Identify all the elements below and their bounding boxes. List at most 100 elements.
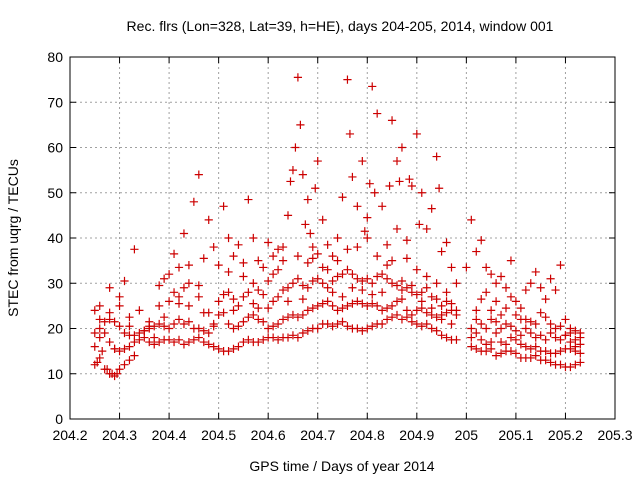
data-point [164, 270, 174, 279]
data-point [496, 349, 506, 358]
data-point [378, 270, 387, 279]
data-point [164, 335, 174, 344]
data-point [506, 322, 516, 331]
data-point [269, 333, 278, 342]
data-point [370, 188, 379, 197]
data-point [189, 197, 198, 206]
data-point [407, 181, 416, 191]
data-point [239, 292, 248, 301]
data-point [229, 344, 238, 353]
data-point [120, 360, 129, 369]
data-point [348, 270, 357, 279]
data-point [556, 261, 565, 270]
data-point [338, 292, 347, 301]
x-tick-label: 205.1 [498, 427, 533, 443]
data-point [120, 276, 129, 286]
data-point [571, 326, 580, 335]
data-point [472, 328, 481, 338]
data-point [378, 202, 387, 211]
data-point [323, 240, 332, 249]
data-point [546, 358, 555, 367]
data-point [516, 304, 525, 313]
data-point [422, 319, 431, 329]
data-point [551, 333, 560, 342]
data-point [313, 156, 322, 166]
data-point [229, 294, 238, 304]
data-point [427, 310, 436, 320]
data-point [353, 242, 362, 252]
data-point [387, 256, 397, 265]
data-point [467, 342, 476, 351]
data-point [234, 240, 243, 249]
data-point [179, 229, 189, 238]
data-point [179, 340, 189, 349]
data-point [343, 245, 352, 254]
data-point [496, 310, 506, 320]
data-point [437, 310, 446, 320]
data-point [105, 283, 114, 292]
x-tick-label: 204.7 [300, 427, 335, 443]
data-point [239, 258, 248, 267]
data-point [373, 272, 382, 281]
data-point [506, 256, 516, 265]
data-point [368, 290, 377, 299]
data-point [278, 315, 288, 324]
data-point [303, 306, 312, 315]
data-point [328, 252, 337, 261]
data-point [110, 317, 119, 326]
data-point [477, 335, 486, 344]
data-point [442, 297, 451, 306]
data-point [422, 308, 431, 317]
data-point [95, 353, 104, 363]
data-point [407, 281, 416, 290]
data-point [259, 290, 268, 299]
data-point [105, 308, 114, 317]
data-point [95, 324, 104, 333]
data-point [313, 249, 322, 258]
x-tick-label: 204.8 [350, 427, 385, 443]
data-point [328, 276, 337, 286]
data-point [298, 170, 307, 179]
data-point [95, 301, 104, 310]
data-point [160, 274, 169, 283]
data-point [288, 166, 298, 175]
data-point [482, 263, 491, 272]
x-tick-label: 204.3 [102, 427, 137, 443]
data-point [303, 195, 312, 204]
data-point [526, 317, 535, 326]
data-point [174, 335, 184, 344]
data-point [214, 344, 223, 353]
data-point [551, 285, 560, 295]
data-point [397, 143, 407, 152]
data-point [209, 342, 218, 351]
data-point [432, 326, 441, 335]
data-point [244, 335, 253, 344]
data-point [103, 365, 112, 374]
data-point [472, 344, 481, 353]
data-point [140, 333, 149, 342]
data-point [566, 344, 575, 353]
data-point [234, 342, 243, 351]
data-point [169, 319, 179, 329]
data-point [328, 288, 337, 297]
data-point [402, 254, 412, 263]
data-point [308, 276, 317, 286]
data-point [521, 324, 530, 333]
data-point [323, 297, 332, 306]
data-point [506, 292, 516, 301]
data-point [174, 315, 184, 324]
data-point [412, 306, 421, 315]
data-point [179, 283, 189, 292]
data-point [254, 256, 263, 265]
data-point [551, 349, 560, 358]
data-point [526, 353, 535, 363]
data-point [105, 337, 114, 347]
data-point [259, 317, 268, 326]
data-point [293, 333, 303, 342]
data-point [254, 337, 263, 347]
data-point [194, 333, 203, 342]
data-point [506, 347, 516, 356]
data-point [402, 313, 412, 322]
data-point [184, 317, 194, 326]
data-point [491, 279, 501, 288]
